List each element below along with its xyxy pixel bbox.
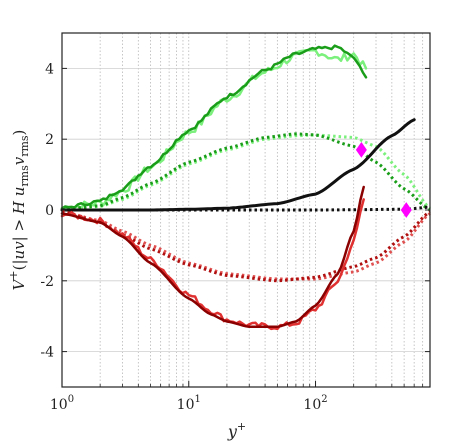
series-line-5 [60,118,416,212]
y-tick-label: -2 [40,274,54,290]
y-tick-label: 2 [45,132,54,148]
series-line-4 [61,132,431,212]
x-axis-label: y+ [227,420,246,441]
series-line-2 [60,44,368,210]
series-line-6 [62,205,431,212]
series-group [60,44,431,331]
diamond-marker-1 [355,141,367,158]
y-tick-label: 0 [45,203,54,219]
y-tick-label: 4 [45,61,54,77]
series-line-3 [61,133,431,211]
y-tick-label: -4 [40,345,54,361]
x-tick-label: 100 [50,394,74,413]
x-tick-group: 100 101 102 [50,381,431,413]
series-line-10 [60,185,365,329]
series-line-7 [61,210,431,281]
y-axis-label: V+(|uv| > H urmsvrms) [7,130,31,291]
x-tick-label: 101 [177,394,201,413]
marker-group [355,141,412,218]
y-tick-group: -4 -2 0 2 4 [40,61,430,361]
diamond-marker-2 [400,202,412,218]
x-tick-label: 102 [303,394,327,413]
